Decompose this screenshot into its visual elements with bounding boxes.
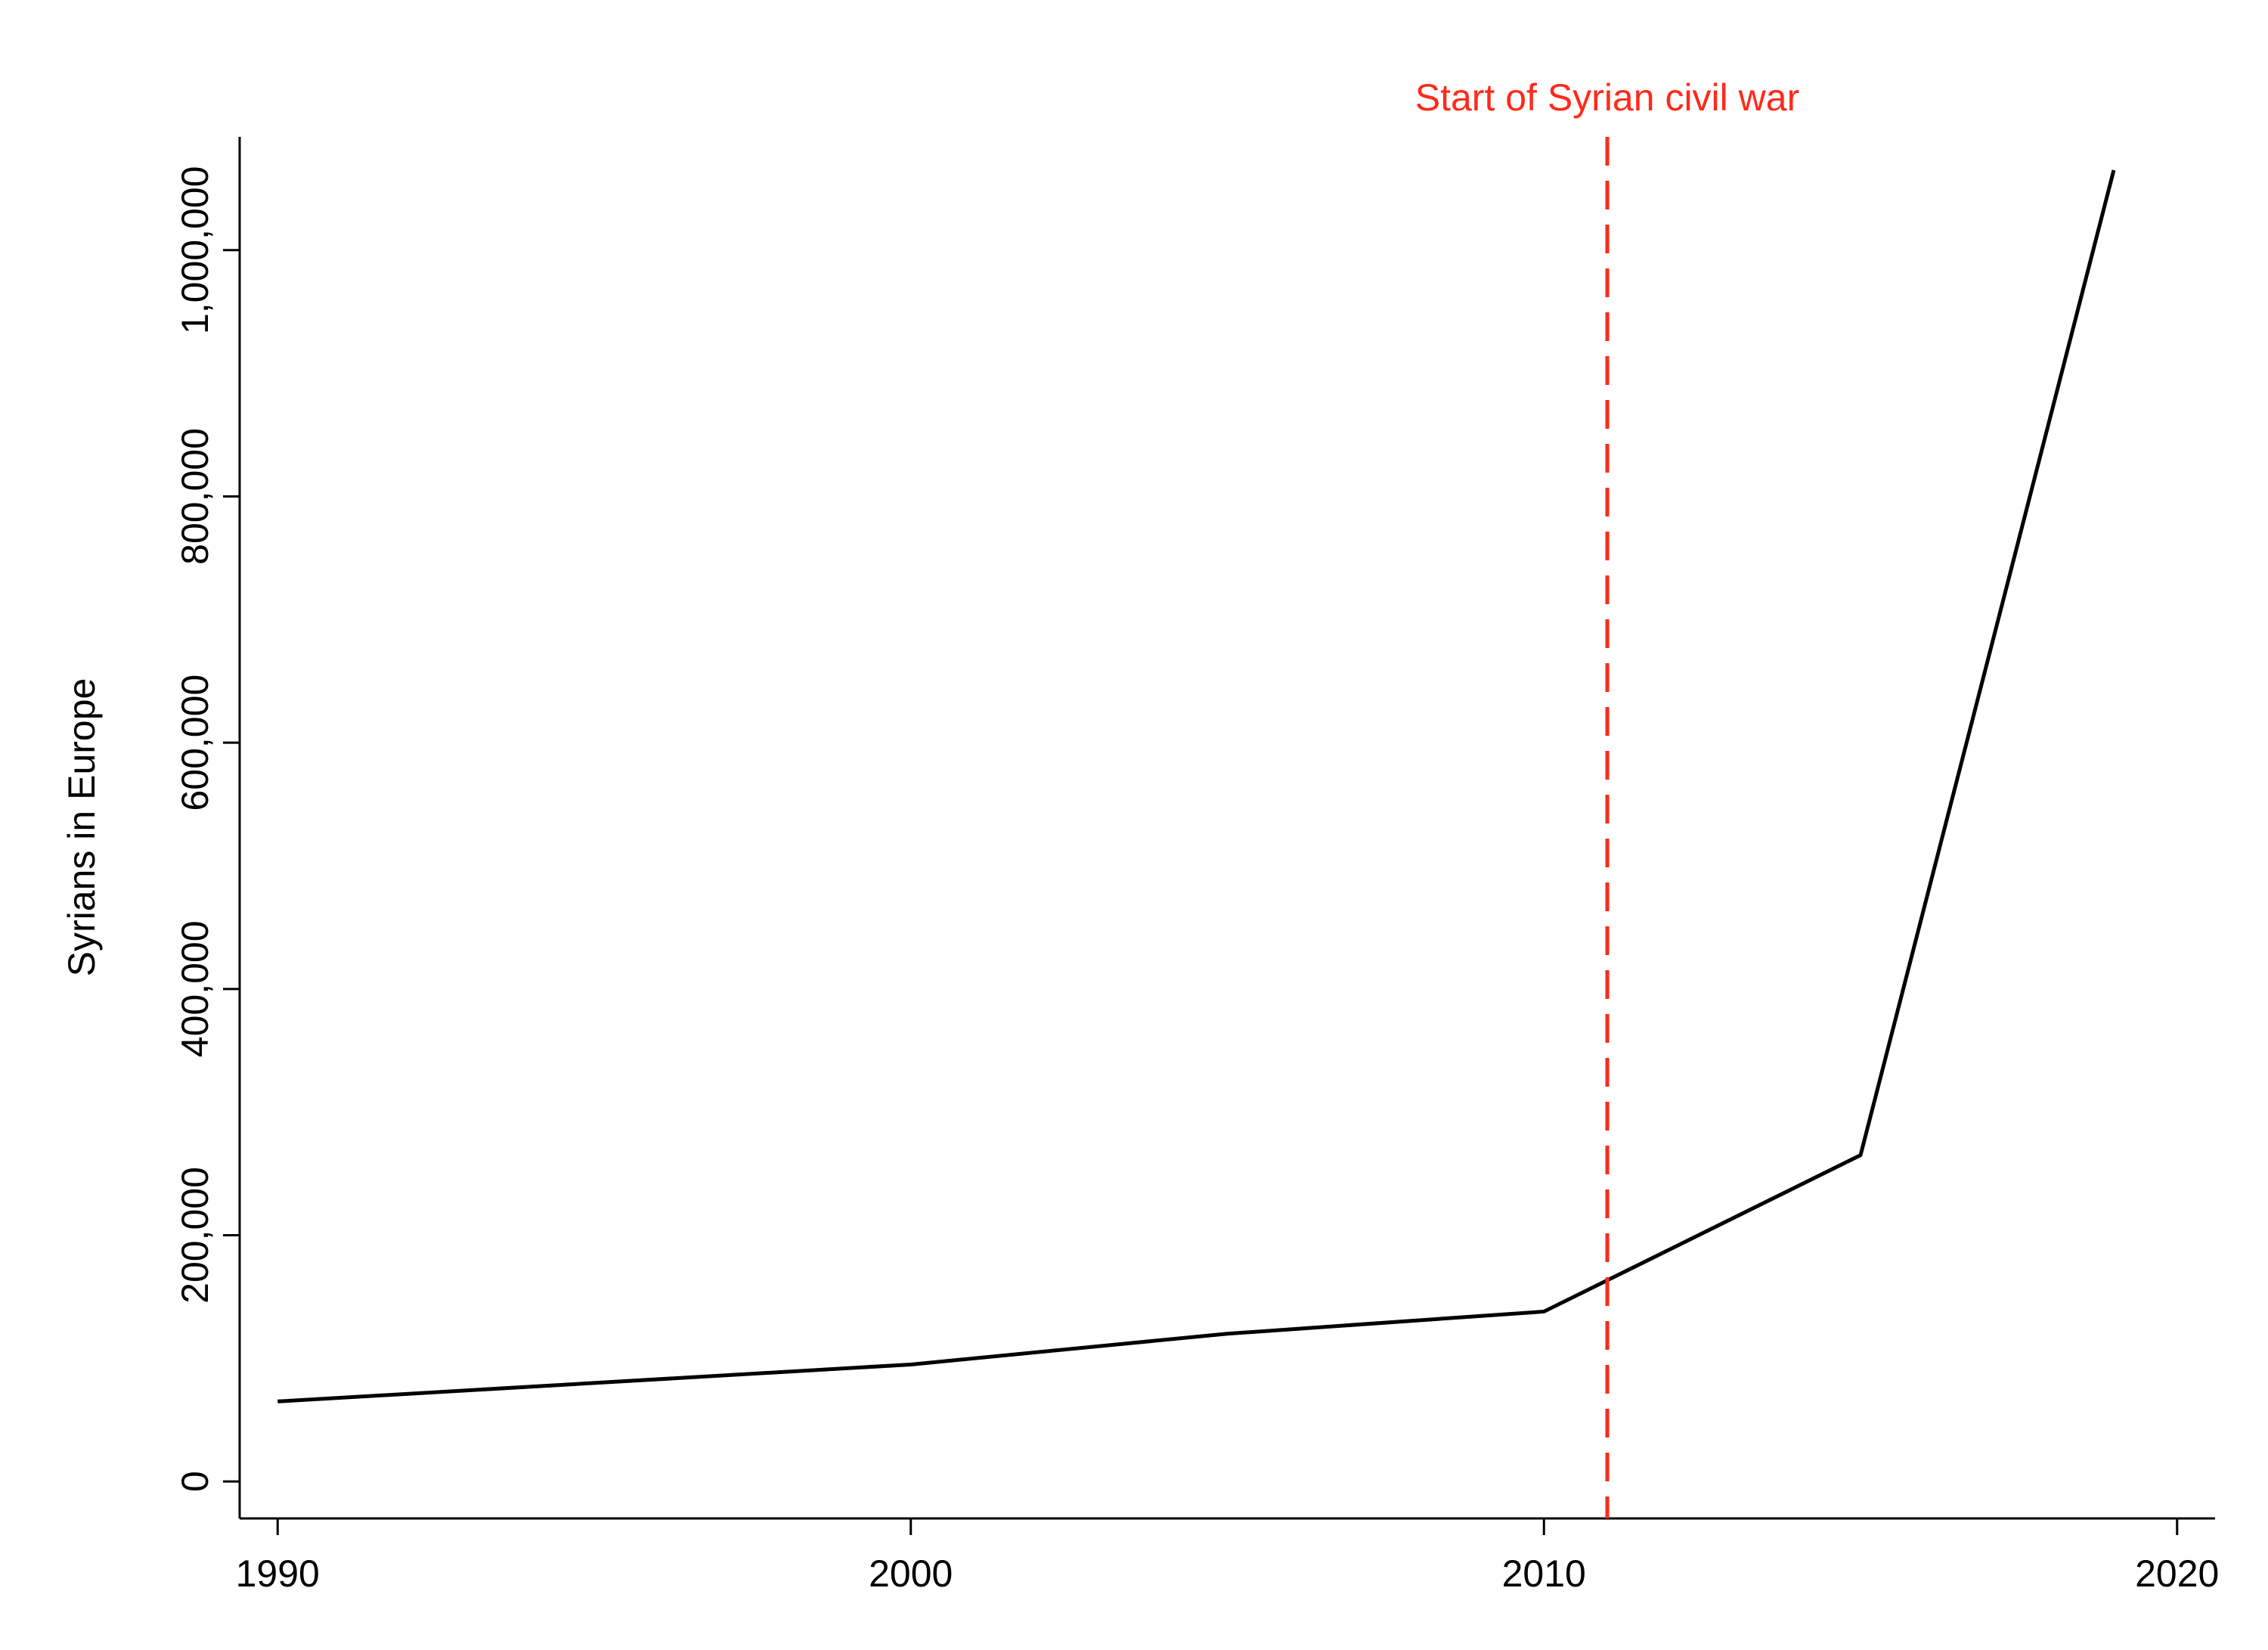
y-tick-label: 400,000	[174, 920, 216, 1057]
y-axis-label: Syrians in Europe	[60, 678, 103, 977]
y-tick-label: 0	[174, 1471, 216, 1492]
data-line	[277, 169, 2116, 1403]
x-tick-label: 2000	[869, 1552, 953, 1595]
x-tick-label: 2010	[1502, 1552, 1586, 1595]
y-tick-label: 600,000	[174, 675, 216, 811]
y-tick-label: 200,000	[174, 1167, 216, 1304]
x-tick-label: 2020	[2135, 1552, 2219, 1595]
y-tick-label: 800,000	[174, 428, 216, 565]
x-tick-label: 1990	[236, 1552, 320, 1595]
y-tick-label: 1,000,000	[174, 166, 216, 334]
event-label: Start of Syrian civil war	[1415, 76, 1799, 119]
